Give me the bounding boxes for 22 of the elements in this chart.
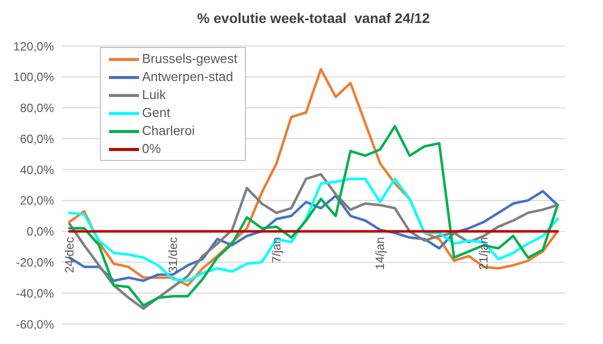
y-tick-label: 0,0%	[26, 224, 54, 239]
chart-title: % evolutie week-totaal vanaf 24/12	[196, 10, 431, 26]
y-tick-label: -40,0%	[16, 286, 54, 300]
y-tick-label: 120,0%	[13, 39, 54, 54]
y-tick-label: 40,0%	[20, 162, 54, 177]
x-tick-label: 24/dec	[62, 237, 76, 274]
y-tick-label: 20,0%	[20, 194, 54, 208]
legend-label: Luik	[142, 87, 166, 103]
legend-label: 0%	[142, 141, 161, 157]
legend-label: Antwerpen-stad	[142, 69, 234, 85]
y-tick-label: 100,0%	[13, 70, 54, 84]
legend-label: Charleroi	[142, 123, 195, 139]
legend-label: Gent	[142, 105, 170, 121]
y-tick-label: 80,0%	[20, 101, 54, 116]
y-tick-label: 60,0%	[20, 132, 54, 146]
x-tick-label: 7/jan	[270, 237, 284, 264]
y-tick-label: -60,0%	[16, 317, 54, 332]
legend-label: Brussels-gewest	[142, 51, 238, 67]
x-tick-label: 14/jan	[373, 237, 388, 270]
x-tick-label: 31/dec	[166, 237, 180, 274]
x-tick-label: 21/jan	[476, 237, 491, 270]
y-tick-label: -20,0%	[16, 255, 54, 270]
